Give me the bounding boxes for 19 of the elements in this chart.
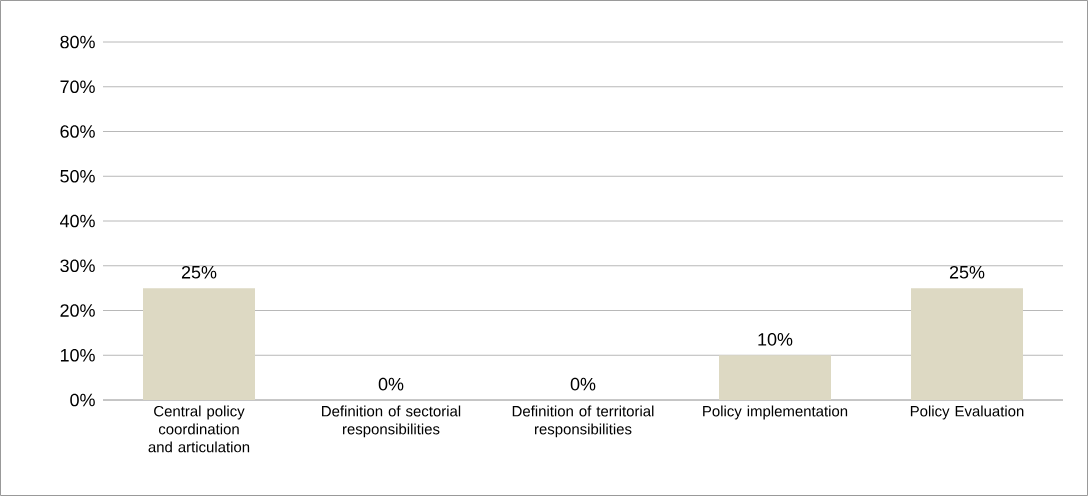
x-tick-label: Policy implementation (703, 405, 848, 420)
y-tick-label: 60% (60, 125, 95, 138)
y-tick-label: 30% (60, 259, 95, 273)
x-tick-label: Policy Evaluation (910, 405, 1024, 420)
y-tick-label: 70% (60, 80, 95, 94)
data-label: 25% (181, 265, 217, 279)
y-tick-label: 10% (60, 348, 95, 362)
data-label: 25% (949, 265, 985, 279)
y-tick-label: 0% (70, 393, 95, 407)
x-tick-label: Definition of sectorial responsibilities (322, 405, 461, 438)
data-label: 0% (570, 377, 596, 391)
data-label: 0% (378, 377, 404, 391)
x-tick-label: Definition of territorial responsibilities (512, 405, 654, 438)
y-tick-label: 40% (60, 214, 95, 228)
data-label: 10% (758, 333, 793, 346)
y-tick-label: 80% (60, 35, 95, 49)
y-tick-label: 20% (60, 304, 95, 317)
x-tick-label: Central policy coordination and articulation (148, 405, 250, 453)
y-tick-label: 50% (60, 169, 95, 183)
